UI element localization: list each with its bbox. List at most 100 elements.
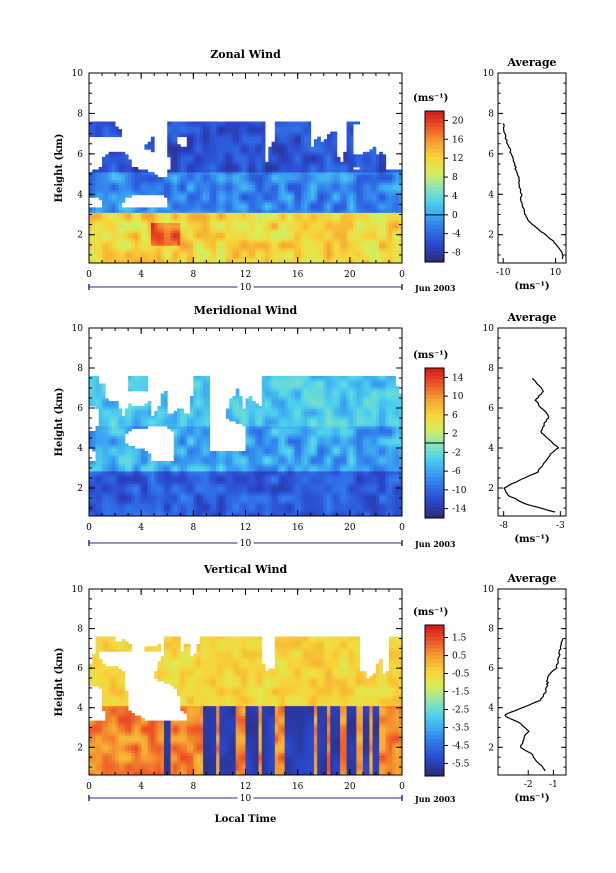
heatmap-cell bbox=[278, 172, 282, 175]
heatmap-cell bbox=[105, 172, 109, 175]
heatmap-cell bbox=[375, 197, 380, 201]
heatmap-cell bbox=[278, 166, 282, 170]
heatmap-cell bbox=[291, 235, 295, 239]
heatmap-cell bbox=[108, 217, 113, 221]
heatmap-cell bbox=[111, 184, 116, 188]
heatmap-cell bbox=[284, 182, 289, 186]
heatmap-cell bbox=[118, 232, 122, 236]
heatmap-cell bbox=[121, 169, 126, 173]
heatmap-cell bbox=[375, 250, 380, 254]
heatmap-cell bbox=[359, 159, 364, 163]
heatmap-cell bbox=[392, 247, 396, 251]
heatmap-cell bbox=[356, 177, 361, 181]
heatmap-cell bbox=[252, 187, 256, 191]
heatmap-cell bbox=[186, 182, 191, 186]
heatmap-cell bbox=[317, 245, 321, 249]
heatmap-cell bbox=[294, 230, 299, 234]
heatmap-cell bbox=[173, 209, 178, 213]
heatmap-cell bbox=[330, 172, 334, 175]
heatmap-cell bbox=[340, 220, 344, 223]
heatmap-cell bbox=[150, 189, 155, 193]
heatmap-cell bbox=[330, 169, 334, 173]
heatmap-cell bbox=[307, 197, 312, 201]
heatmap-cell bbox=[372, 151, 377, 155]
heatmap-cell bbox=[92, 222, 96, 226]
heatmap-cell bbox=[346, 159, 351, 163]
heatmap-cell bbox=[131, 247, 136, 251]
colorbar-swatch bbox=[425, 231, 444, 237]
heatmap-cell bbox=[92, 192, 96, 196]
heatmap-cell bbox=[366, 225, 370, 229]
heatmap-cell bbox=[284, 166, 289, 170]
heatmap-cell bbox=[238, 189, 243, 193]
heatmap-cell bbox=[219, 252, 224, 256]
heatmap-cell bbox=[265, 169, 269, 173]
heatmap-cell bbox=[248, 151, 253, 155]
heatmap-cell bbox=[150, 207, 155, 211]
heatmap-cell bbox=[199, 149, 204, 153]
heatmap-cell bbox=[137, 247, 142, 251]
heatmap-cell bbox=[284, 131, 289, 135]
heatmap-cell bbox=[212, 139, 217, 143]
heatmap-cell bbox=[121, 232, 126, 236]
heatmap-cell bbox=[372, 164, 377, 168]
heatmap-cell bbox=[118, 207, 122, 211]
heatmap-cell bbox=[294, 260, 299, 264]
heatmap-cell bbox=[252, 164, 256, 168]
heatmap-cell bbox=[89, 496, 93, 499]
heatmap-cell bbox=[118, 247, 122, 251]
heatmap-cell bbox=[121, 197, 126, 201]
heatmap-cell bbox=[287, 257, 292, 261]
heatmap-cell bbox=[157, 235, 162, 239]
heatmap-cell bbox=[95, 209, 100, 213]
heatmap-cell bbox=[336, 247, 341, 251]
heatmap-cell bbox=[349, 202, 354, 206]
heatmap-cell bbox=[170, 146, 175, 150]
heatmap-cell bbox=[353, 169, 357, 173]
heatmap-cell bbox=[333, 166, 338, 170]
heatmap-cell bbox=[310, 172, 315, 175]
heatmap-cell bbox=[193, 260, 197, 264]
heatmap-cell bbox=[193, 199, 197, 203]
heatmap-cell bbox=[330, 179, 334, 183]
heatmap-cell bbox=[89, 501, 93, 504]
heatmap-cell bbox=[196, 124, 201, 127]
colorbar-swatch bbox=[425, 122, 444, 127]
heatmap-cell bbox=[160, 257, 165, 261]
heatmap-cell bbox=[382, 212, 387, 216]
heatmap-cell bbox=[170, 212, 175, 216]
heatmap-cell bbox=[245, 131, 250, 135]
heatmap-cell bbox=[147, 252, 152, 256]
heatmap-cell bbox=[274, 245, 279, 249]
heatmap-cell bbox=[281, 146, 286, 150]
heatmap-cell bbox=[98, 468, 103, 472]
heatmap-cell bbox=[291, 131, 295, 135]
heatmap-cell bbox=[297, 144, 302, 148]
heatmap-cell bbox=[229, 161, 233, 165]
heatmap-cell bbox=[284, 192, 289, 196]
heatmap-cell bbox=[167, 144, 171, 148]
heatmap-cell bbox=[193, 197, 197, 201]
heatmap-cell bbox=[353, 202, 357, 206]
heatmap-cell bbox=[274, 124, 279, 127]
heatmap-cell bbox=[238, 184, 243, 188]
heatmap-cell bbox=[291, 144, 295, 148]
heatmap-cell bbox=[242, 166, 246, 170]
heatmap-cell bbox=[157, 212, 162, 216]
heatmap-cell bbox=[199, 124, 204, 127]
heatmap-cell bbox=[265, 184, 269, 188]
heatmap-cell bbox=[111, 257, 116, 261]
heatmap-cell bbox=[235, 217, 240, 221]
heatmap-cell bbox=[144, 240, 149, 244]
heatmap-cell bbox=[95, 260, 100, 264]
heatmap-cell bbox=[255, 232, 259, 236]
heatmap-cell bbox=[216, 141, 220, 145]
heatmap-cell bbox=[238, 240, 243, 244]
heatmap-cell bbox=[134, 225, 139, 229]
heatmap-cell bbox=[330, 252, 334, 256]
heatmap-cell bbox=[167, 207, 171, 211]
heatmap-cell bbox=[258, 252, 263, 256]
heatmap-cell bbox=[392, 217, 396, 221]
heatmap-cell bbox=[177, 250, 181, 254]
heatmap-cell bbox=[278, 217, 282, 221]
